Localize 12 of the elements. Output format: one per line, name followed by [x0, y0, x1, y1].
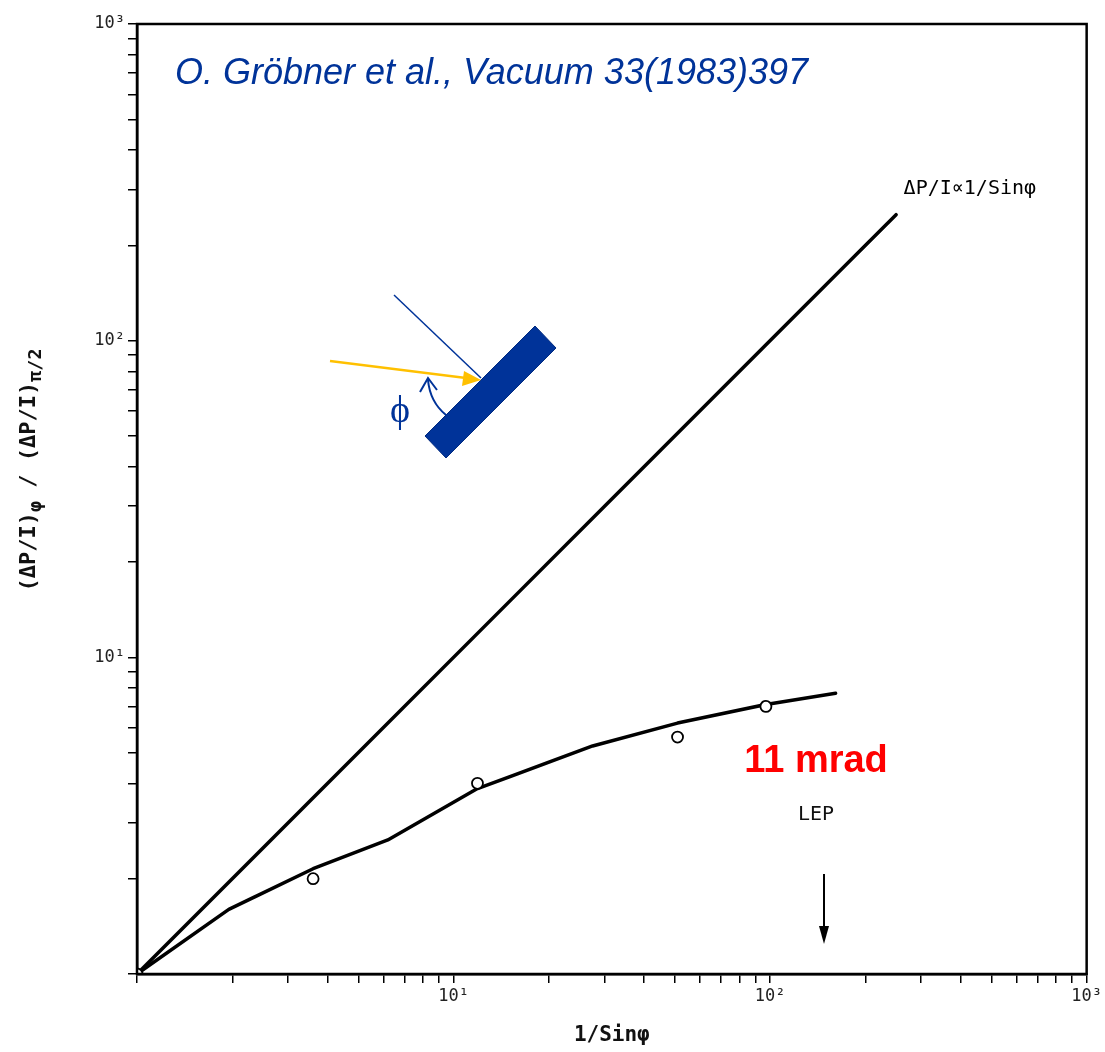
- annotation: O. Gröbner et al., Vacuum 33(1983)397: [175, 51, 810, 93]
- y-tick-label: 10¹: [94, 645, 125, 666]
- y-tick-label: 10²: [94, 329, 125, 350]
- annotation: LEP: [797, 800, 835, 825]
- x-tick-label: 10²: [754, 984, 786, 1005]
- annotation: ϕ: [389, 387, 411, 430]
- x-axis-title: 1/Sinφ: [573, 1021, 650, 1046]
- annotation: 11 mrad: [744, 737, 888, 780]
- x-tick-label: 10¹: [438, 984, 469, 1005]
- series-label: ΔP/I∝1/Sinφ: [903, 174, 1037, 199]
- y-tick-label: 10³: [94, 12, 125, 33]
- x-tick-label: 10³: [1071, 984, 1103, 1005]
